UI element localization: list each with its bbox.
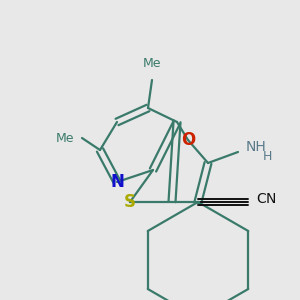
Text: C: C (256, 192, 266, 206)
Text: Me: Me (143, 57, 161, 70)
Text: S: S (124, 193, 136, 211)
Text: N: N (266, 192, 276, 206)
Text: Me: Me (56, 131, 74, 145)
Text: N: N (110, 173, 124, 191)
Text: NH: NH (246, 140, 267, 154)
Text: O: O (181, 131, 195, 149)
Text: H: H (263, 151, 272, 164)
